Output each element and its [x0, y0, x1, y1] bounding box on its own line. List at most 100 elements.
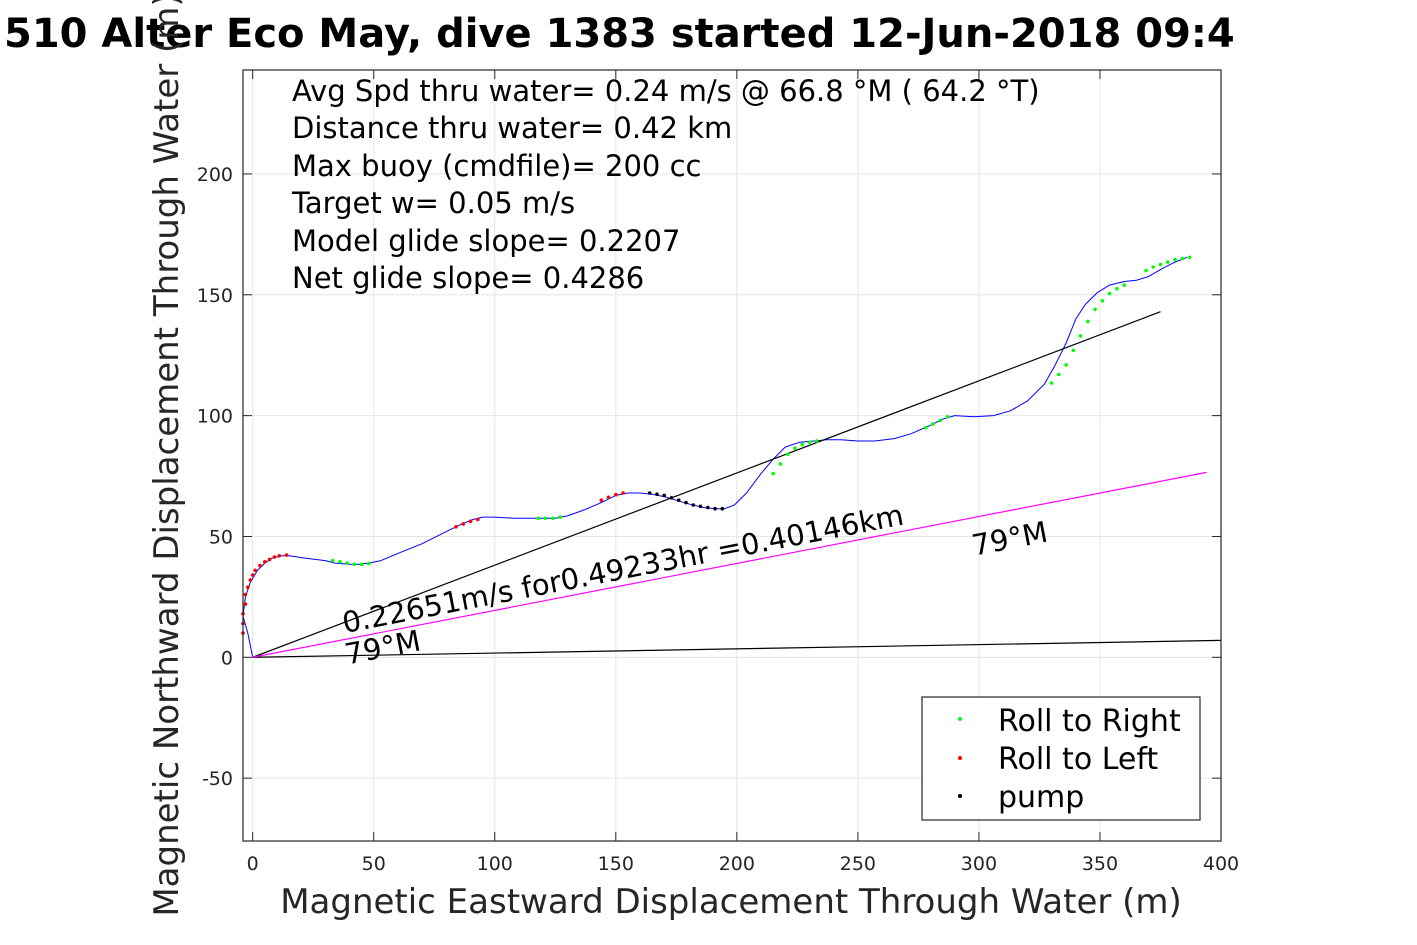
x-tick-label: 350: [1082, 853, 1118, 875]
legend-marker-pump: [958, 794, 962, 798]
y-tick-label: 0: [221, 647, 233, 669]
roll-to-right-marker: [1078, 334, 1083, 338]
roll-to-right-marker: [1093, 307, 1097, 312]
roll-to-right-marker: [938, 418, 942, 423]
roll-to-left-marker: [476, 517, 480, 522]
roll-to-right-marker: [367, 561, 371, 566]
heading-line: [252, 639, 1222, 658]
x-axis-label: Magnetic Eastward Displacement Through W…: [280, 882, 1182, 922]
roll-to-right-marker: [543, 516, 548, 521]
axes-box: [242, 69, 1222, 842]
roll-to-left-marker: [243, 592, 248, 597]
y-tick-label: 50: [209, 526, 233, 548]
x-tick-label: 0: [247, 853, 259, 875]
roll-to-right-marker: [558, 515, 562, 519]
roll-to-right-marker: [814, 439, 819, 443]
pump-marker: [691, 503, 696, 507]
info-model-glide-slope: Model glide slope= 0.2207: [292, 224, 680, 258]
roll-to-right-marker: [800, 442, 804, 447]
roll-to-right-marker: [1071, 348, 1076, 353]
roll-to-right-marker: [945, 415, 950, 419]
roll-to-left-marker: [248, 578, 253, 582]
y-tick-label: 200: [197, 164, 233, 186]
roll-to-right-marker: [330, 558, 335, 563]
roll-to-right-marker: [1180, 256, 1185, 261]
chart-title: 510 Alter Eco May, dive 1383 started 12-…: [4, 11, 1235, 57]
info-text-block: Avg Spd thru water= 0.24 m/s @ 66.8 °M (…: [291, 74, 1040, 295]
legend-label-roll-right: Roll to Right: [998, 704, 1181, 739]
roll-to-left-marker: [277, 554, 282, 558]
pump-marker: [713, 506, 717, 511]
pump-marker: [676, 498, 681, 503]
y-tick-labels: -50 0 50 100 150 200: [197, 164, 233, 790]
net-glide-line: [252, 311, 1161, 658]
roll-to-right-marker: [1057, 372, 1061, 377]
info-net-glide-slope: Net glide slope= 0.4286: [292, 261, 644, 295]
pump-marker: [706, 505, 710, 510]
legend-box: [921, 696, 1201, 821]
pump-marker: [655, 492, 659, 497]
roll-to-right-marker: [1100, 299, 1105, 303]
pump-marker: [684, 500, 688, 505]
roll-to-right-marker: [338, 560, 342, 564]
x-tick-label: 250: [840, 853, 876, 875]
x-tick-label: 300: [961, 853, 997, 875]
roll-to-right-marker: [931, 422, 935, 426]
pump-marker: [720, 506, 725, 511]
roll-to-left-marker: [468, 519, 473, 523]
roll-to-right-marker: [1187, 255, 1192, 260]
roll-to-right-marker: [345, 561, 349, 565]
roll-to-left-marker: [454, 525, 458, 529]
x-tick-label: 100: [477, 853, 513, 875]
legend-marker-roll-right: [958, 717, 962, 721]
roll-to-right-marker: [1049, 381, 1054, 385]
roll-to-left-marker: [263, 560, 267, 564]
x-tick-label: 150: [598, 853, 634, 875]
x-tick-label: 400: [1203, 853, 1239, 875]
pump-marker: [662, 493, 666, 498]
roll-to-right-marker: [1122, 283, 1126, 287]
roll-to-left-marker: [246, 585, 250, 589]
roll-to-left-marker: [284, 553, 289, 557]
roll-to-right-marker: [1158, 262, 1163, 267]
y-tick-label: -50: [202, 768, 233, 790]
roll-to-right-marker: [1144, 268, 1148, 273]
roll-to-right-marker: [1173, 257, 1177, 262]
roll-to-left-marker: [267, 557, 272, 562]
roll-to-right-marker: [778, 462, 783, 466]
marker-layer: [241, 255, 1192, 635]
pump-marker: [698, 504, 703, 509]
roll-to-left-marker: [606, 495, 611, 500]
y-tick-label: 100: [197, 406, 233, 428]
roll-to-right-marker: [807, 440, 812, 445]
legend: Roll to Right Roll to Left pump: [921, 696, 1201, 821]
roll-to-left-marker: [614, 492, 618, 497]
roll-to-left-marker: [621, 491, 625, 495]
roll-to-left-marker: [599, 498, 604, 503]
legend-label-roll-left: Roll to Left: [998, 742, 1158, 777]
roll-to-left-marker: [258, 563, 262, 568]
info-max-buoy: Max buoy (cmdfile)= 200 cc: [292, 149, 701, 183]
roll-to-right-marker: [1064, 363, 1068, 367]
info-avg-speed: Avg Spd thru water= 0.24 m/s @ 66.8 °M (…: [292, 74, 1040, 108]
y-axis-label: Magnetic Northward Displacement Through …: [147, 0, 187, 917]
magnetic-reference-line: [252, 471, 1207, 658]
roll-to-right-marker: [785, 452, 790, 457]
roll-to-right-marker: [352, 562, 357, 567]
roll-to-right-marker: [536, 516, 541, 521]
x-tick-labels: 0 50 100 150 200 250 300 350 400: [247, 853, 1239, 875]
roll-to-right-marker: [1086, 319, 1090, 324]
tick-marks: [243, 70, 1222, 841]
x-tick-label: 50: [362, 853, 386, 875]
roll-to-right-marker: [923, 425, 928, 430]
legend-label-pump: pump: [998, 780, 1084, 815]
roll-to-left-marker: [243, 602, 248, 606]
roll-to-right-marker: [1151, 265, 1155, 269]
roll-to-right-marker: [551, 516, 555, 521]
roll-to-left-marker: [272, 555, 277, 559]
info-distance: Distance thru water= 0.42 km: [292, 111, 732, 145]
pump-marker: [669, 496, 674, 500]
y-tick-label: 150: [197, 285, 233, 307]
roll-to-right-marker: [793, 446, 797, 451]
